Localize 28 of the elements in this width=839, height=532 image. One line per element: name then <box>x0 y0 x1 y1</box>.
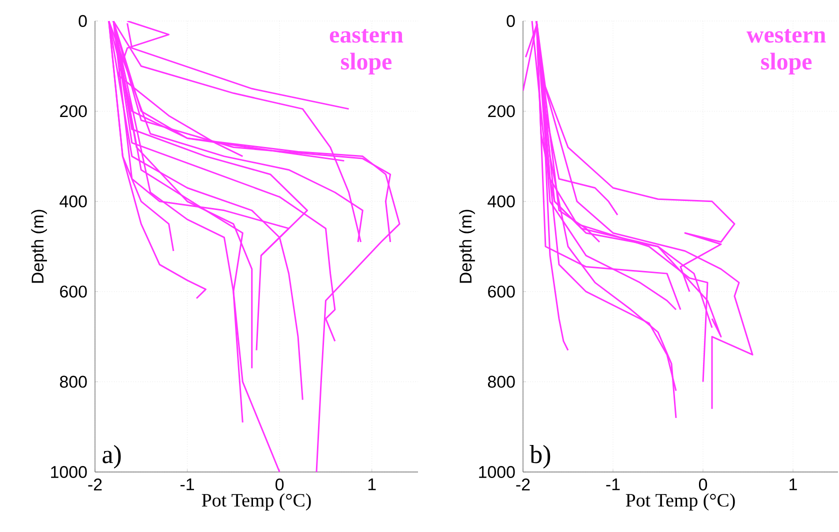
y-axis-title: Depth (m) <box>459 210 475 283</box>
x-tick-label: 0 <box>276 478 284 491</box>
x-tick-label: 0 <box>698 478 708 491</box>
x-axis-title: Pot Temp (°C) <box>202 493 311 511</box>
annotation: a) <box>102 445 121 468</box>
annotation: b) <box>530 445 550 468</box>
x-axis-title: Pot Temp (°C) <box>626 493 735 511</box>
y-tick-label: 600 <box>488 286 515 298</box>
y-tick-label: 0 <box>78 15 87 28</box>
x-tick-label: -2 <box>516 478 530 490</box>
x-tick-label: 1 <box>368 478 376 490</box>
x-tick-label: -2 <box>88 478 102 490</box>
y-tick-label: 400 <box>488 195 515 208</box>
x-tick-label: 1 <box>790 478 797 490</box>
y-tick-label: 800 <box>60 376 87 388</box>
y-tick-label: 0 <box>506 15 515 28</box>
y-tick-label: 200 <box>60 105 87 118</box>
x-tick-label: -1 <box>180 478 194 490</box>
y-tick-label: 1000 <box>479 466 515 478</box>
annotation: western slope <box>746 29 826 74</box>
y-tick-label: 600 <box>60 286 87 298</box>
annotation: eastern slope <box>330 29 404 74</box>
y-tick-label: 200 <box>488 105 515 118</box>
y-axis-title: Depth (m) <box>31 210 47 283</box>
x-tick-label: -1 <box>606 478 620 490</box>
y-tick-label: 400 <box>60 195 87 208</box>
y-tick-label: 1000 <box>51 466 87 478</box>
y-tick-label: 800 <box>488 376 515 388</box>
